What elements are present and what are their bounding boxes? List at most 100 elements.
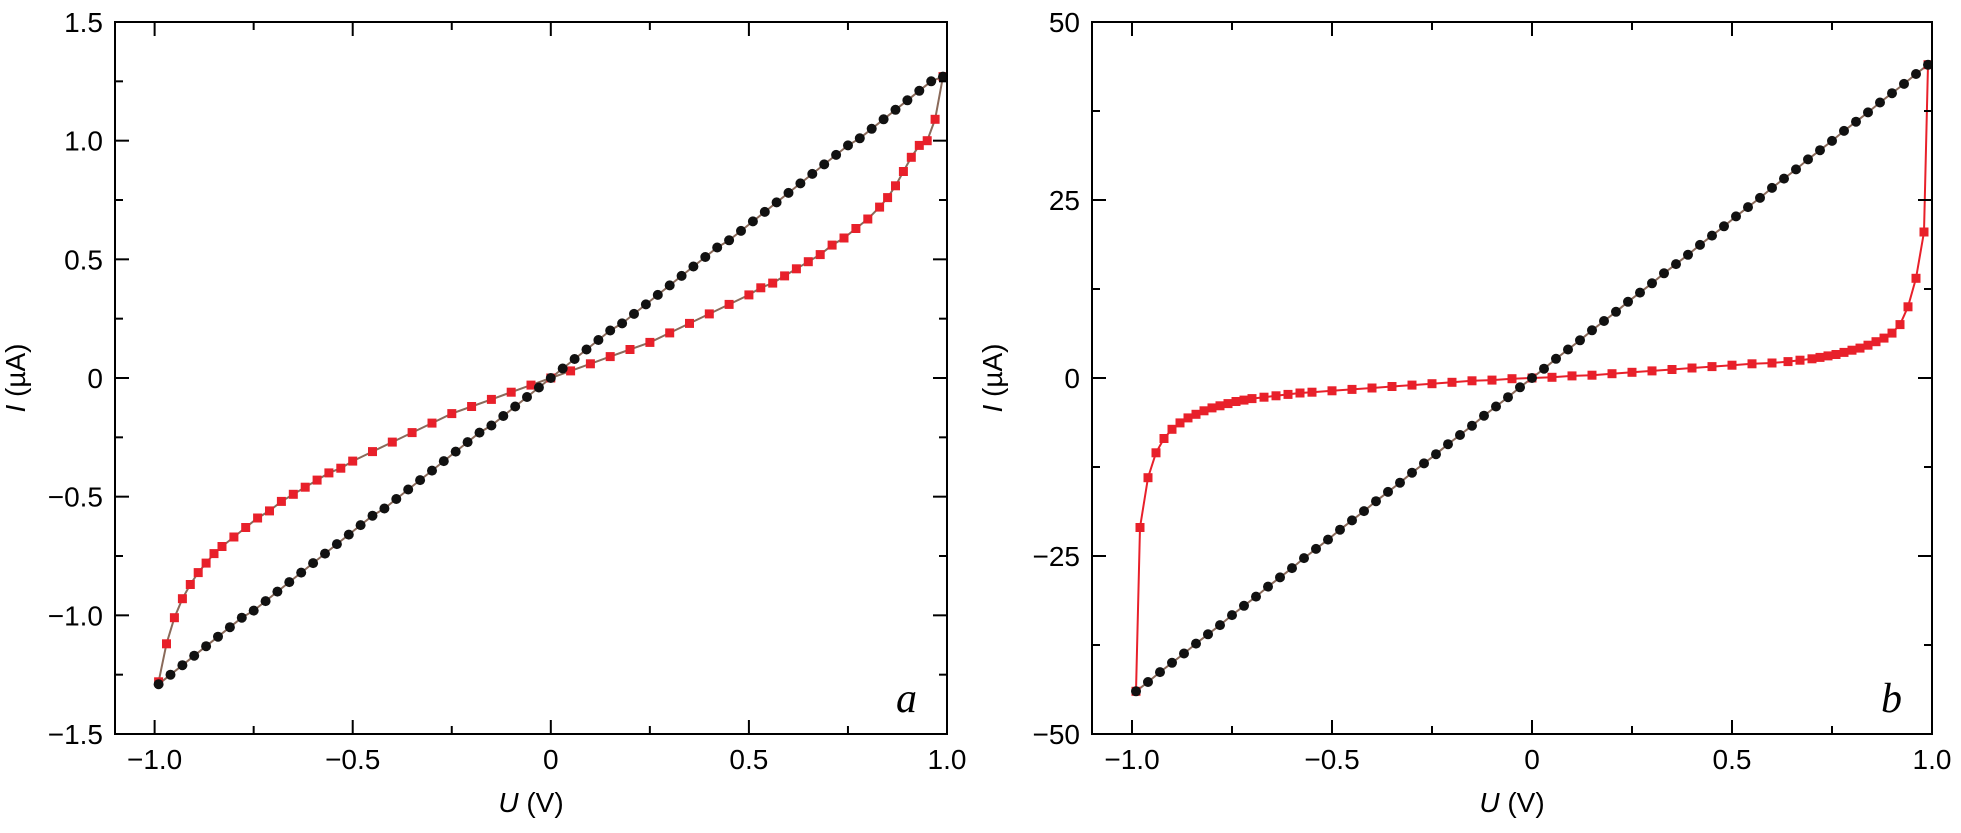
data-point-circle <box>213 631 223 642</box>
x-axis-variable: U <box>1479 787 1500 818</box>
data-point-circle <box>1599 316 1609 326</box>
data-point-circle <box>545 373 556 383</box>
y-axis-variable: I <box>0 405 31 413</box>
data-point-circle <box>1767 182 1777 193</box>
data-point-square <box>1239 395 1249 405</box>
data-point-circle <box>1635 287 1645 298</box>
y-tick-label: 0 <box>1064 363 1080 394</box>
data-point-circle <box>1275 572 1285 583</box>
data-point-circle <box>1359 506 1369 517</box>
data-point-square <box>162 639 171 649</box>
data-point-circle <box>819 159 830 170</box>
data-point-square <box>605 352 615 362</box>
data-point-square <box>348 456 358 466</box>
data-point-circle <box>1875 97 1885 108</box>
data-point-square <box>851 224 861 233</box>
data-point-square <box>1167 424 1177 434</box>
data-point-circle <box>783 187 794 198</box>
data-point-square <box>914 140 924 150</box>
data-point-square <box>815 250 825 260</box>
data-point-square <box>1911 273 1921 283</box>
data-point-circle <box>1923 59 1933 70</box>
data-point-circle <box>1491 401 1501 412</box>
data-point-square <box>288 489 298 499</box>
y-tick-label: 0.5 <box>64 244 103 275</box>
data-point-circle <box>1323 534 1333 545</box>
data-point-circle <box>1407 467 1417 478</box>
data-point-circle <box>1335 524 1345 535</box>
data-point-circle <box>1743 202 1753 213</box>
data-point-circle <box>1863 107 1873 118</box>
y-tick-label: −1.0 <box>48 600 103 631</box>
data-point-square <box>1307 387 1317 397</box>
data-point-square <box>756 283 766 293</box>
data-point-square <box>300 482 310 492</box>
plot-frame <box>114 21 948 735</box>
data-point-circle <box>1563 344 1573 355</box>
data-point-square <box>1347 384 1357 394</box>
data-point-square <box>1295 388 1305 398</box>
data-point-circle <box>379 503 390 514</box>
data-point-square <box>486 394 496 404</box>
data-point-square <box>1879 333 1889 343</box>
data-point-circle <box>617 318 628 329</box>
data-point-circle <box>1179 648 1189 659</box>
data-point-square <box>1143 473 1153 483</box>
data-point-circle <box>533 382 544 393</box>
data-point-circle <box>747 216 758 227</box>
data-point-circle <box>320 548 330 559</box>
data-point-circle <box>605 325 616 336</box>
data-point-square <box>645 337 655 347</box>
data-point-circle <box>926 76 937 87</box>
x-axis-variable: U <box>498 787 519 818</box>
data-point-square <box>1467 376 1477 386</box>
data-point-circle <box>1647 278 1657 289</box>
data-point-square <box>1191 409 1201 419</box>
data-point-square <box>407 428 417 438</box>
data-point-square <box>1895 320 1905 330</box>
data-point-circle <box>1911 69 1921 79</box>
data-point-circle <box>1479 410 1489 421</box>
x-axis-unit: (V) <box>1500 787 1545 818</box>
data-point-circle <box>153 679 164 690</box>
data-point-square <box>891 181 900 191</box>
data-point-square <box>1627 367 1637 377</box>
data-point-square <box>368 447 377 457</box>
data-point-square <box>1707 362 1717 372</box>
data-point-circle <box>807 168 818 179</box>
data-point-circle <box>1851 116 1861 127</box>
data-point-circle <box>890 104 901 115</box>
data-point-circle <box>795 178 806 189</box>
data-point-square <box>898 167 908 176</box>
data-point-circle <box>676 270 687 281</box>
data-point-circle <box>1443 439 1453 450</box>
data-point-square <box>1667 365 1677 374</box>
x-axis-unit: (V) <box>519 787 564 818</box>
data-point-circle <box>759 206 770 217</box>
data-point-square <box>1687 363 1697 373</box>
data-point-circle <box>1683 249 1693 260</box>
data-point-circle <box>201 641 212 652</box>
data-point-circle <box>1167 657 1177 668</box>
data-point-square <box>780 271 790 281</box>
data-point-circle <box>688 261 699 272</box>
data-point-circle <box>736 225 746 236</box>
data-point-square <box>1587 370 1597 380</box>
data-point-circle <box>664 280 675 291</box>
x-axis-label: U (V) <box>1479 787 1544 818</box>
x-tick-label: 0 <box>1524 744 1540 775</box>
data-point-square <box>1507 374 1517 384</box>
data-point-square <box>1567 371 1577 381</box>
data-point-square <box>685 318 694 328</box>
data-point-circle <box>1143 677 1153 687</box>
data-point-circle <box>474 427 485 438</box>
data-point-circle <box>510 401 521 412</box>
data-point-circle <box>189 650 200 661</box>
y-tick-label: 25 <box>1049 185 1080 216</box>
data-point-square <box>467 402 477 411</box>
data-point-circle <box>831 149 842 160</box>
data-point-square <box>1215 401 1225 411</box>
data-point-circle <box>557 363 568 374</box>
data-point-circle <box>1131 686 1141 697</box>
